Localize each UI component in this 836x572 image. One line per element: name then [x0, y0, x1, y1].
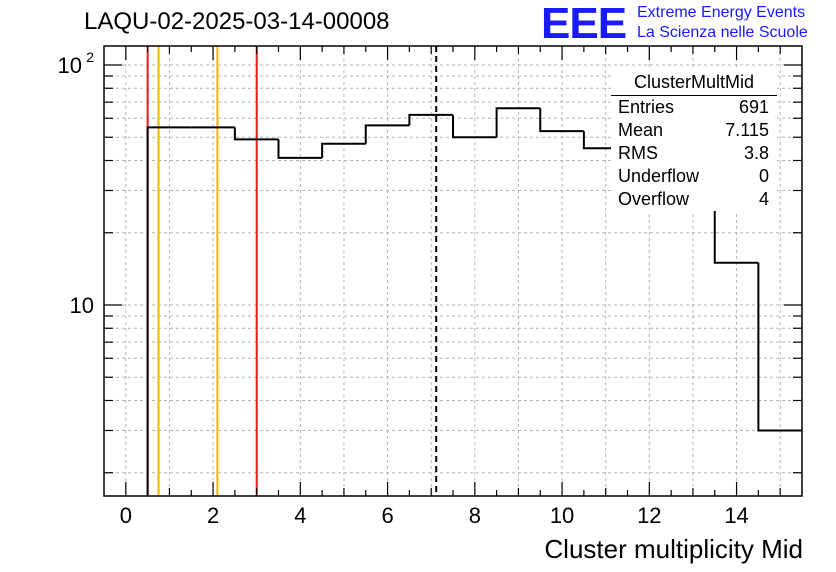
stats-label: Mean	[618, 120, 664, 140]
stats-title: ClusterMultMid	[611, 70, 777, 96]
histogram-bin	[233, 127, 279, 141]
stats-value: 3.8	[743, 143, 769, 163]
stats-row-entries: Entries 691	[611, 96, 777, 119]
histogram-bin	[495, 107, 541, 138]
x-tick-label: 10	[550, 503, 574, 528]
stats-label: Entries	[618, 97, 675, 117]
histogram-bin	[277, 139, 323, 159]
eee-logo: EEE	[541, 0, 627, 48]
stats-value: 691	[738, 97, 769, 117]
y-tick-label-exponent: 2	[86, 49, 94, 65]
x-tick-label: 6	[381, 503, 393, 528]
stats-label: Underflow	[618, 166, 700, 186]
y-tick-label: 10	[58, 53, 82, 78]
x-tick-label: 2	[207, 503, 219, 528]
stats-value: 4	[758, 189, 769, 209]
x-tick-label: 12	[637, 503, 661, 528]
x-tick-label: 8	[469, 503, 481, 528]
x-tick-label: 14	[724, 503, 748, 528]
axes	[103, 45, 803, 497]
marker-lines	[146, 46, 438, 496]
logo-line-1: Extreme Energy Events	[637, 4, 806, 21]
stats-value: 0	[758, 166, 769, 186]
stats-row-overflow: Overflow 4	[611, 188, 777, 211]
stats-label: Overflow	[618, 189, 690, 209]
histogram-bin	[539, 108, 584, 133]
logo-line-2: La Scienza nelle Scuole	[637, 24, 808, 41]
histogram-bin	[146, 126, 192, 496]
histogram-bin	[321, 142, 366, 158]
histogram-bin	[364, 124, 410, 144]
x-tick-label: 4	[294, 503, 306, 528]
histogram-bin	[408, 113, 453, 126]
y-tick-label: 10	[70, 293, 94, 318]
logo-caption: Extreme Energy Events La Scienza nelle S…	[637, 3, 808, 43]
stats-row-rms: RMS 3.8	[611, 142, 777, 165]
x-tick-label: 0	[120, 503, 132, 528]
run-title: LAQU-02-2025-03-14-00008	[84, 8, 390, 35]
x-axis-label: Cluster multiplicity Mid	[544, 534, 803, 564]
histogram-bin	[757, 262, 802, 432]
histogram-bin	[452, 114, 497, 139]
stats-label: RMS	[618, 143, 658, 163]
stats-row-underflow: Underflow 0	[611, 165, 777, 188]
stats-value: 7.115	[725, 120, 769, 140]
stats-row-mean: Mean 7.115	[611, 119, 777, 142]
stats-box: ClusterMultMid Entries 691 Mean 7.115 RM…	[611, 70, 777, 211]
